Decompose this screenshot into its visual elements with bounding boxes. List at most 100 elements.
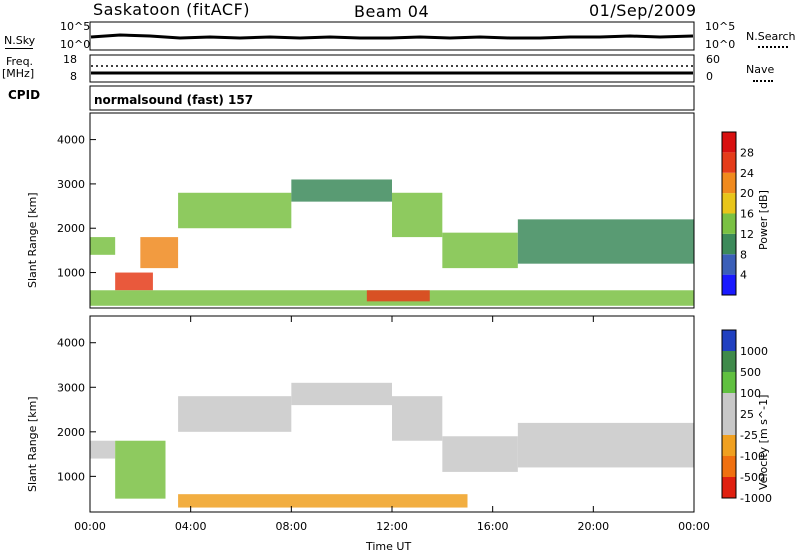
nsky-trace: [90, 33, 694, 40]
velocity-cbar-tick-7: -1000: [740, 492, 772, 505]
power-bands: [90, 179, 694, 306]
velocity-cbar-tick-0: 1000: [740, 345, 768, 358]
velocity-yticks: 1000 2000 3000 4000: [57, 337, 96, 483]
xtick-label-4: 16:00: [477, 520, 509, 533]
velocity-cbar-tick-3: 25: [740, 408, 754, 421]
velocity-cbar-tick-5: -100: [740, 450, 765, 463]
nsky-tick-bottom: 10^0: [60, 38, 91, 51]
power-ylabel: Slant Range [km]: [26, 192, 39, 288]
velocity-cbar-seg-7: [722, 477, 736, 498]
velocity-cbar-frame: [721, 329, 737, 499]
velocity-band-4: [392, 396, 443, 441]
power-cbar-seg-7: [722, 132, 736, 153]
freq-tick-bottom: 8: [70, 70, 77, 83]
velocity-band-2: [178, 396, 292, 432]
power-colorbar: 4 8 12 16 20 24 28: [721, 131, 754, 296]
velocity-band-5: [442, 436, 518, 472]
velocity-ytick-label-2: 3000: [57, 381, 85, 394]
velocity-bands: [90, 382, 694, 508]
nsky-panel-frame: [89, 21, 695, 51]
nsky-tick-top: 10^5: [60, 20, 91, 33]
power-cbar-seg-6: [722, 152, 736, 173]
power-cbar-frame: [721, 131, 737, 296]
power-cbar-tick-5: 24: [740, 167, 754, 180]
nave-tick-top: 60: [706, 53, 720, 66]
nsearch-label: N.Search: [746, 30, 796, 43]
cpid-value: normalsound (fast) 157: [94, 93, 254, 107]
power-band-6: [442, 232, 518, 269]
nsky-label: N.Sky: [4, 34, 36, 47]
power-cbar-tick-0: 4: [740, 269, 747, 282]
power-cbar-seg-4: [722, 193, 736, 214]
velocity-cbar-seg-4: [722, 414, 736, 435]
station-title: Saskatoon (fitACF): [93, 0, 251, 19]
velocity-band-3: [291, 382, 392, 406]
power-band-7: [517, 219, 694, 264]
velocity-colorbar-label: Velocity [m s^-1]: [757, 394, 770, 490]
xtick-label-0: 00:00: [74, 520, 106, 533]
xtick-label-5: 20:00: [577, 520, 609, 533]
nsearch-tick-top: 10^5: [705, 20, 736, 33]
freq-panel-frame: [89, 54, 695, 83]
nave-line-key: [753, 80, 773, 82]
velocity-band-0: [90, 440, 116, 459]
cpid-label: CPID: [8, 88, 41, 102]
power-cbar-seg-1: [722, 254, 736, 275]
nsearch-line-key: [758, 46, 788, 48]
power-cbar-seg-2: [722, 233, 736, 255]
velocity-colorbar: 1000 500 100 25 -25 -100 -500 -1000: [721, 329, 772, 505]
xtick-label-6: 00:00: [678, 520, 710, 533]
power-ytick-label-0: 1000: [57, 267, 85, 280]
nave-label: Nave: [746, 63, 775, 76]
nsearch-tick-bottom: 10^0: [705, 38, 736, 51]
power-yticks: 1000 2000 3000 4000: [57, 134, 96, 280]
velocity-band-1: [115, 440, 166, 499]
velocity-cbar-seg-0: [722, 330, 736, 351]
velocity-xlabel: Time UT: [366, 540, 412, 553]
freq-tick-top: 18: [63, 53, 77, 66]
power-band-5: [392, 192, 443, 238]
velocity-cbar-tick-1: 500: [740, 366, 761, 379]
velocity-cbar-tick-2: 100: [740, 387, 761, 400]
velocity-ytick-label-1: 2000: [57, 426, 85, 439]
velocity-ylabel: Slant Range [km]: [26, 396, 39, 492]
power-cbar-seg-3: [722, 213, 736, 234]
velocity-cbar-tick-6: -500: [740, 471, 765, 484]
velocity-band-7: [178, 494, 468, 508]
power-cbar-seg-0: [722, 274, 736, 295]
power-cbar-seg-5: [722, 172, 736, 194]
velocity-ytick-label-3: 4000: [57, 337, 85, 350]
power-ytick-label-2: 3000: [57, 178, 85, 191]
power-cbar-tick-2: 12: [740, 228, 754, 241]
power-panel-frame: [89, 112, 695, 309]
xtick-label-1: 04:00: [175, 520, 207, 533]
freq-unit-label: [MHz]: [2, 67, 35, 80]
beam-title: Beam 04: [354, 2, 430, 21]
power-band-4: [291, 179, 392, 202]
power-band-0: [90, 237, 116, 255]
power-band-1: [115, 272, 153, 291]
power-colorbar-label: Power [dB]: [757, 190, 770, 250]
velocity-cbar-seg-2: [722, 372, 736, 393]
date-title: 01/Sep/2009: [589, 1, 697, 20]
power-ytick-label-1: 2000: [57, 222, 85, 235]
power-band-9: [366, 290, 430, 302]
velocity-ytick-label-0: 1000: [57, 470, 85, 483]
power-cbar-tick-6: 28: [740, 146, 754, 159]
power-ytick-label-3: 4000: [57, 134, 85, 147]
cpid-panel-frame: [89, 85, 695, 111]
freq-label: Freq.: [6, 55, 34, 68]
velocity-band-6: [517, 422, 694, 468]
power-band-3: [178, 192, 292, 229]
power-band-2: [140, 237, 179, 269]
velocity-xticks: 00:00 04:00 08:00 12:00 16:00 20:00 00:00: [74, 316, 710, 533]
velocity-cbar-tick-4: -25: [740, 429, 758, 442]
xtick-label-2: 08:00: [275, 520, 307, 533]
velocity-cbar-seg-1: [722, 351, 736, 372]
xtick-label-3: 12:00: [376, 520, 408, 533]
velocity-cbar-seg-3: [722, 393, 736, 414]
velocity-cbar-seg-6: [722, 456, 736, 477]
power-cbar-tick-1: 8: [740, 248, 747, 261]
power-cbar-tick-3: 16: [740, 208, 754, 221]
